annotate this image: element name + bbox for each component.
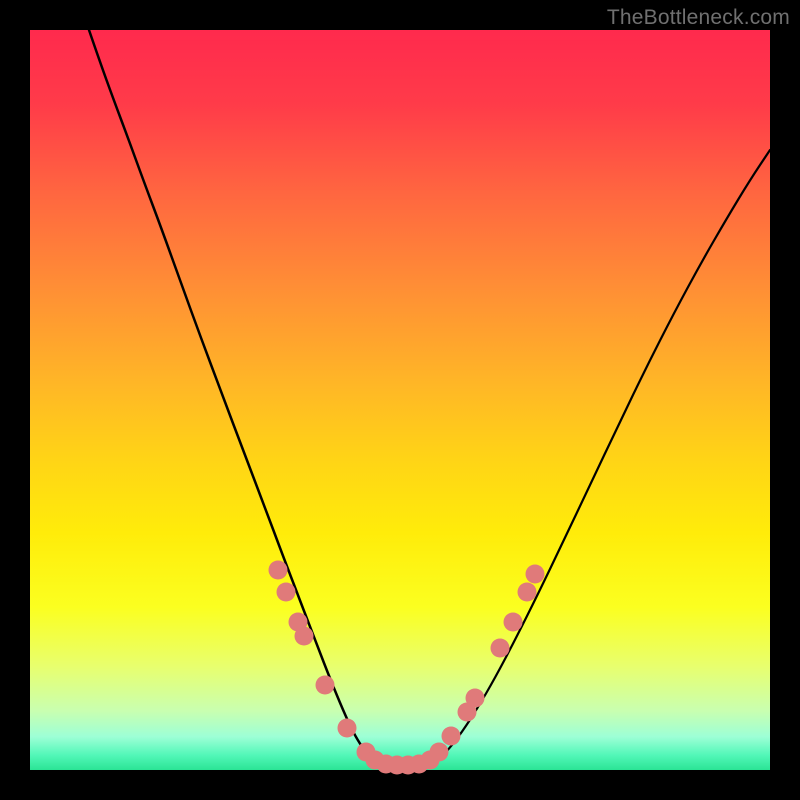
watermark-text: TheBottleneck.com [607, 6, 790, 30]
marker-point [491, 639, 510, 658]
marker-point [269, 561, 288, 580]
marker-point [430, 743, 449, 762]
marker-point [526, 565, 545, 584]
marker-point [518, 583, 537, 602]
bottleneck-chart [0, 0, 800, 800]
marker-point [504, 613, 523, 632]
marker-point [466, 689, 485, 708]
chart-container: TheBottleneck.com [0, 0, 800, 800]
marker-point [295, 627, 314, 646]
marker-point [442, 727, 461, 746]
marker-point [338, 719, 357, 738]
plot-background [30, 30, 770, 770]
marker-point [277, 583, 296, 602]
marker-point [316, 676, 335, 695]
